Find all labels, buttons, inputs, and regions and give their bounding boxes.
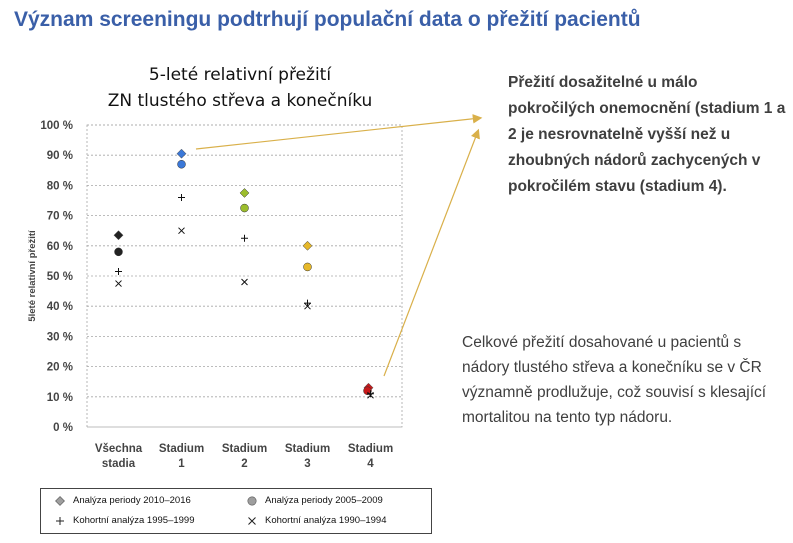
x-tick-label: Všechna stadia: [95, 443, 143, 470]
point-circle: [240, 203, 249, 213]
legend-label: Kohortní analýza 1990–1994: [265, 515, 387, 526]
x-marker-icon: [248, 516, 256, 525]
arrow-from-stage4: [383, 128, 480, 377]
plus-marker-icon: [56, 516, 64, 525]
point-circle: [363, 386, 372, 396]
y-tick-label: 40 %: [47, 301, 73, 313]
note-overall-survival: Celkové přežití dosahované u pacientů s …: [462, 334, 767, 426]
y-tick-label: 100 %: [40, 120, 73, 132]
y-tick-label: 30 %: [47, 331, 73, 343]
plot-frame: [86, 124, 403, 428]
chart-title: 5-leté relativní přežití ZN tlustého stř…: [60, 62, 420, 114]
point-circle: [114, 247, 123, 257]
point-diamond: [113, 230, 124, 241]
point-diamond: [302, 240, 313, 251]
y-tick-label: 90 %: [47, 150, 73, 162]
point-x: [304, 302, 311, 310]
x-tick-label: Stadium 1: [159, 443, 204, 470]
point-diamond: [176, 148, 187, 159]
chart-title-line-2: ZN tlustého střeva a konečníku: [107, 91, 373, 111]
y-tick-label: 70 %: [47, 211, 73, 223]
y-axis-label: 5leté relativní přežití: [27, 230, 38, 322]
y-tick-label: 0 %: [53, 422, 73, 434]
point-circle: [303, 262, 312, 272]
legend-label: Analýza periody 2005–2009: [265, 495, 383, 506]
circle-marker-icon: [247, 496, 257, 505]
x-tick-label: Stadium 4: [348, 443, 393, 470]
arrow-to-top-note: [195, 114, 483, 150]
legend-item-2010-2016: Analýza periody 2010–2016: [55, 495, 191, 506]
point-x: [178, 227, 185, 235]
point-x: [367, 391, 374, 399]
point-plus: [178, 193, 185, 201]
y-tick-label: 60 %: [47, 241, 73, 253]
legend-item-1990-1994: Kohortní analýza 1990–1994: [247, 515, 387, 526]
legend-label: Analýza periody 2010–2016: [73, 495, 191, 506]
point-x: [241, 278, 248, 286]
y-tick-label: 50 %: [47, 271, 73, 283]
legend-item-2005-2009: Analýza periody 2005–2009: [247, 495, 383, 506]
point-circle: [177, 160, 186, 169]
y-tick-label: 80 %: [47, 180, 73, 192]
legend-label: Kohortní analýza 1995–1999: [73, 515, 195, 526]
note-early-stage-survival: Přežití dosažitelné u málo pokročilých o…: [508, 74, 786, 195]
legend-item-1995-1999: Kohortní analýza 1995–1999: [55, 515, 195, 526]
point-plus: [241, 234, 248, 242]
point-diamond: [239, 188, 250, 198]
y-tick-label: 10 %: [47, 392, 73, 404]
diamond-marker-icon: [55, 495, 65, 506]
chart-title-line-1: 5-leté relativní přežití: [148, 65, 332, 85]
point-plus: [115, 267, 122, 275]
point-x: [115, 280, 122, 287]
x-tick-label: Stadium 2: [222, 443, 267, 470]
slide-title: Význam screeningu podtrhují populační da…: [14, 8, 641, 31]
y-tick-label: 20 %: [47, 362, 73, 374]
point-plus: [367, 390, 374, 398]
x-tick-label: Stadium 3: [285, 443, 330, 470]
chart-legend: Analýza periody 2010–2016 Analýza period…: [40, 488, 432, 534]
